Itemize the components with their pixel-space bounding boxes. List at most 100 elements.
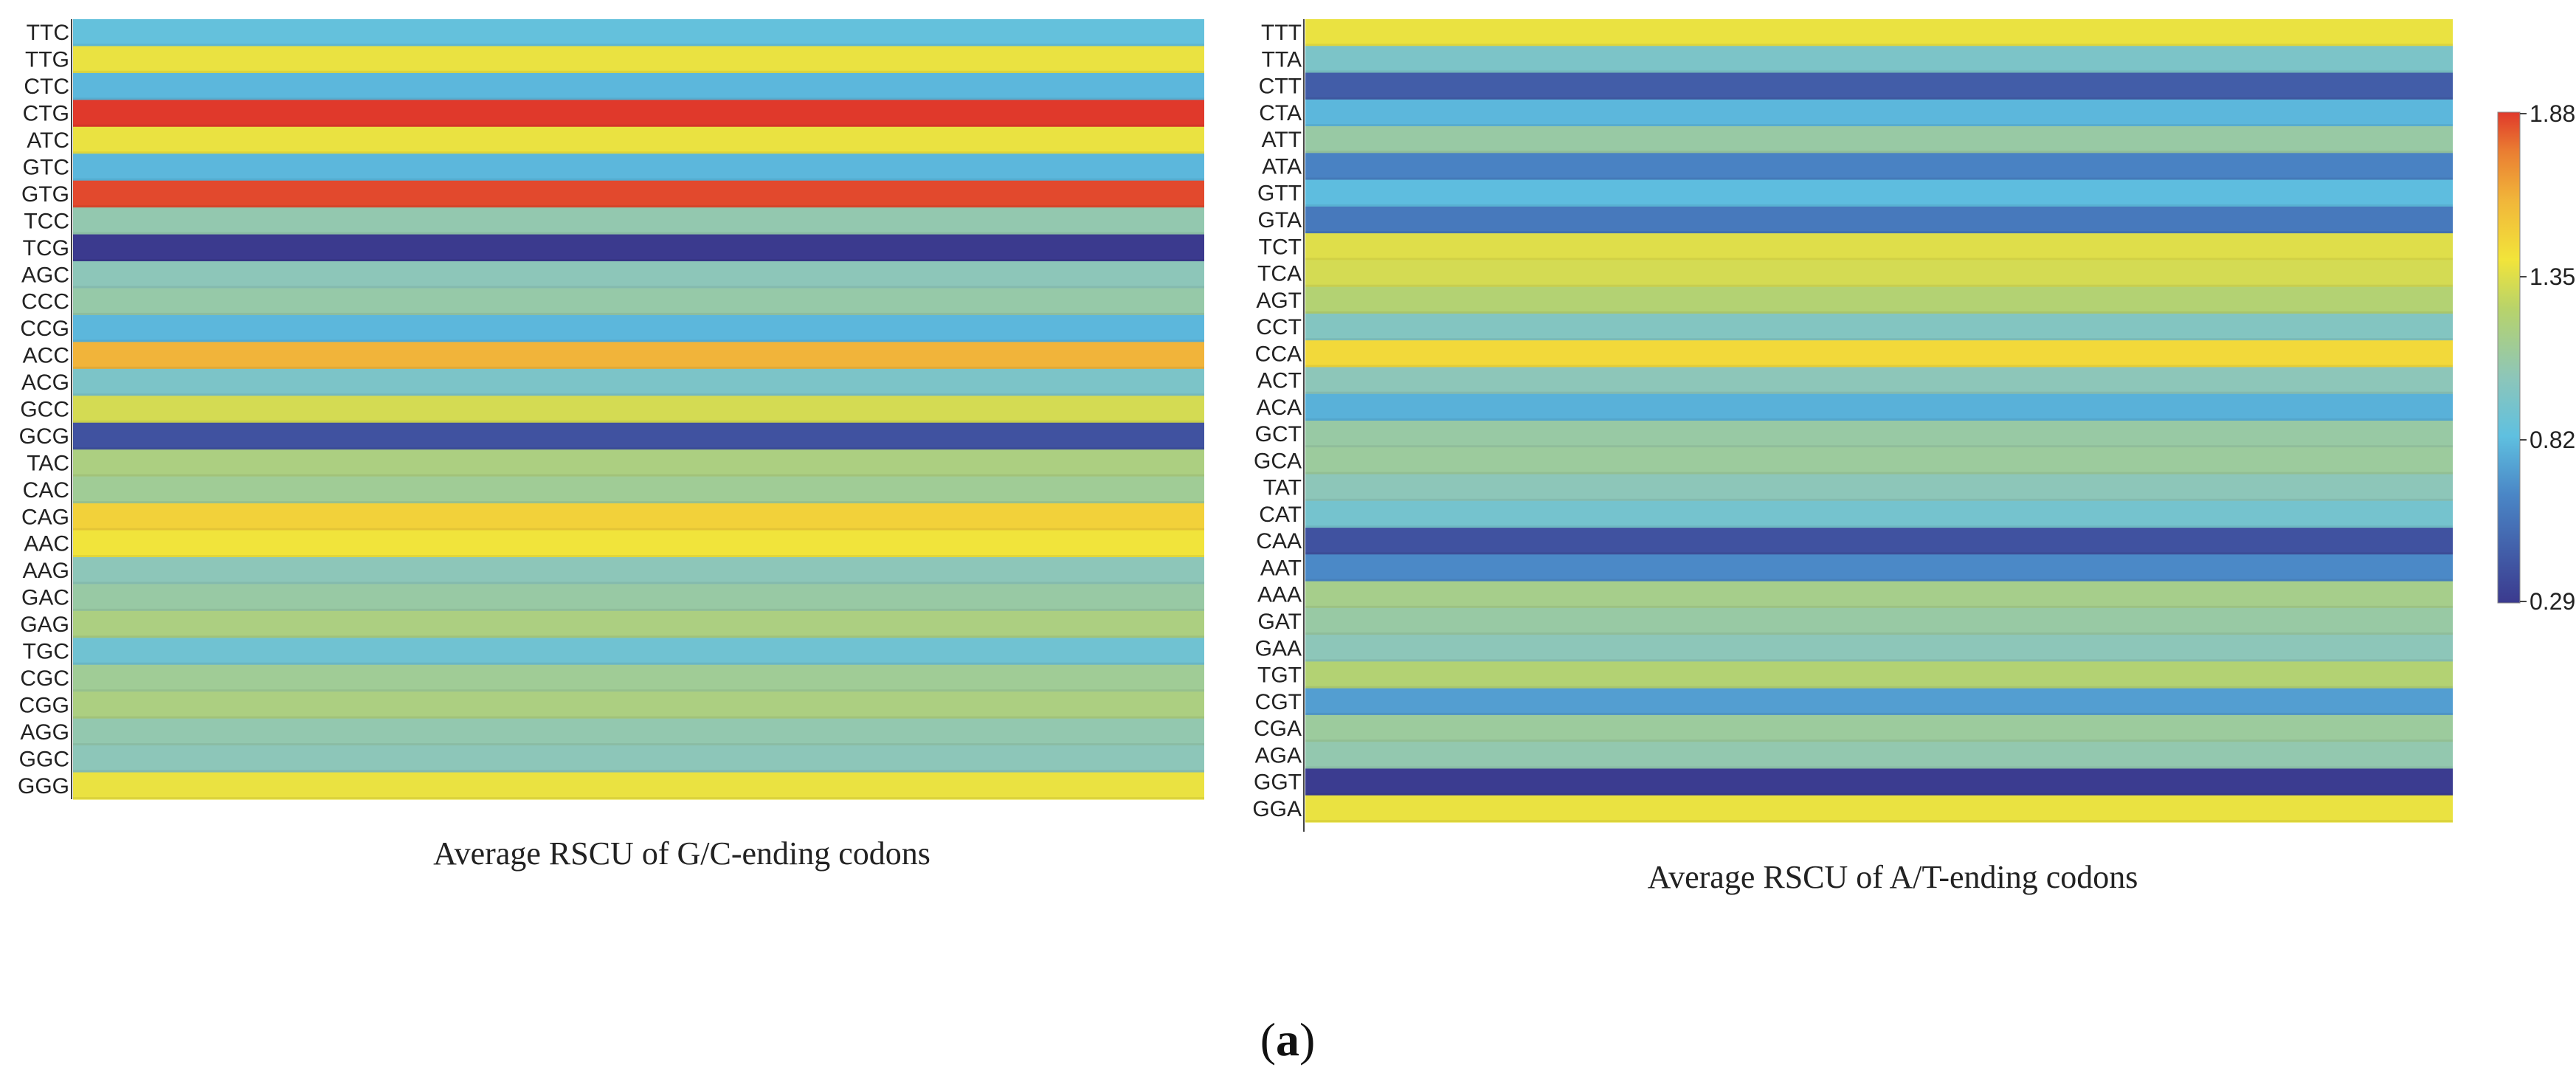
at-cell-edge-tct [1305,258,2453,261]
gc-cell-ccc [73,288,1204,316]
at-cell-edge-ata [1305,177,2453,180]
gc-row-label-ggg: GGG [18,774,69,798]
at-row-label-aaa: AAA [1257,583,1302,607]
at-cell-edge-gat [1305,632,2453,635]
at-cell-gga [1305,795,2453,823]
at-cell-edge-cta [1305,124,2453,127]
at-cell-ctt [1305,72,2453,100]
at-cell-edge-aga [1305,766,2453,769]
gc-row-label-cgc: CGC [20,666,69,691]
at-cell-edge-cat [1305,525,2453,528]
gc-cell-edge-cac [73,501,1204,504]
gc-cell-edge-aac [73,554,1204,557]
heatmap-at-rows [1305,19,2453,823]
gc-row-label-tcc: TCC [24,209,69,233]
at-cell-aat [1305,554,2453,582]
at-cell-edge-ggt [1305,793,2453,796]
at-row-label-aat: AAT [1260,556,1302,580]
heatmap-gc-row-labels: TTCTTGCTCCTGATCGTCGTGTCCTCGAGCCCCCCGACCA… [18,21,69,798]
at-row-label-aca: ACA [1256,396,1302,420]
at-cell-act [1305,367,2453,395]
panel-label-open: ( [1260,1013,1276,1066]
at-row-label-cta: CTA [1259,101,1302,125]
at-cell-ggt [1305,768,2453,796]
gc-row-label-tcg: TCG [23,236,69,261]
gc-cell-cac [73,476,1204,504]
colorbar-tick-mid-low: 0.82 [2530,427,2575,453]
gc-row-label-tgc: TGC [23,640,69,664]
gc-cell-edge-ttc [73,44,1204,46]
gc-row-label-ttg: TTG [25,48,69,72]
at-row-label-tgt: TGT [1257,663,1302,688]
at-cell-cct [1305,313,2453,341]
gc-cell-ctc [73,72,1204,100]
at-cell-edge-gca [1305,472,2453,475]
colorbar-tick-min: 0.29 [2530,588,2575,615]
at-cell-aga [1305,742,2453,770]
at-cell-edge-caa [1305,552,2453,555]
at-row-label-gtt: GTT [1257,182,1302,206]
at-cell-caa [1305,528,2453,555]
gc-cell-edge-agc [73,286,1204,289]
at-cell-aca [1305,393,2453,421]
gc-row-label-cag: CAG [21,505,69,529]
gc-row-label-gag: GAG [20,613,69,637]
gc-cell-edge-tcc [73,232,1204,235]
at-row-label-tca: TCA [1257,262,1302,286]
gc-cell-gac [73,584,1204,612]
at-cell-tgt [1305,661,2453,689]
panel-label: (a) [1260,1013,1316,1066]
at-row-label-ttt: TTT [1261,21,1302,45]
gc-cell-cgg [73,691,1204,720]
at-cell-edge-tca [1305,284,2453,287]
gc-cell-edge-cag [73,528,1204,531]
gc-cell-tcc [73,207,1204,235]
colorbar-tick-mid-high: 1.35 [2530,263,2575,290]
gc-cell-agg [73,718,1204,746]
gc-cell-edge-agg [73,743,1204,746]
gc-row-label-gcc: GCC [20,398,69,422]
at-row-label-ggt: GGT [1254,770,1302,795]
at-row-label-ctt: CTT [1259,75,1302,99]
at-row-label-tct: TCT [1259,235,1302,259]
at-cell-edge-aat [1305,579,2453,582]
gc-cell-edge-tac [73,474,1204,477]
gc-cell-tcg [73,234,1204,262]
gc-cell-edge-ccc [73,312,1204,315]
gc-row-label-aac: AAC [24,532,69,556]
at-cell-edge-tta [1305,70,2453,73]
gc-row-label-gac: GAC [21,586,69,610]
gc-row-label-agg: AGG [20,720,69,745]
at-row-label-tta: TTA [1262,47,1302,72]
gc-row-label-ccc: CCC [21,290,69,314]
at-row-label-att: ATT [1262,128,1302,152]
gc-row-label-cac: CAC [23,478,69,503]
at-row-label-act: ACT [1257,369,1302,393]
at-cell-tca [1305,260,2453,288]
heatmap-gc-ending: TTCTTGCTCCTGATCGTCGTGTCCTCGAGCCCCCCGACCA… [18,19,1204,872]
gc-cell-ctg [73,100,1204,128]
gc-cell-edge-ccg [73,339,1204,342]
gc-cell-gcc [73,396,1204,424]
at-cell-edge-cgt [1305,712,2453,715]
at-cell-edge-gtt [1305,204,2453,207]
at-row-label-cga: CGA [1254,717,1302,741]
gc-row-label-gtg: GTG [21,182,69,207]
at-cell-tta [1305,46,2453,74]
colorbar-gradient [2497,111,2521,604]
gc-cell-edge-gac [73,608,1204,611]
gc-cell-acg [73,368,1204,396]
gc-cell-edge-cgc [73,689,1204,692]
gc-cell-edge-acg [73,393,1204,396]
gc-row-label-acc: ACC [23,344,69,368]
gc-cell-cgc [73,664,1204,692]
gc-cell-cag [73,503,1204,531]
at-row-label-gct: GCT [1255,422,1302,446]
at-row-label-cgt: CGT [1255,690,1302,714]
gc-row-label-gcg: GCG [19,424,69,449]
at-row-label-cat: CAT [1259,503,1302,527]
gc-row-label-aag: AAG [23,559,69,583]
colorbar-tick-max: 1.88 [2530,100,2575,127]
